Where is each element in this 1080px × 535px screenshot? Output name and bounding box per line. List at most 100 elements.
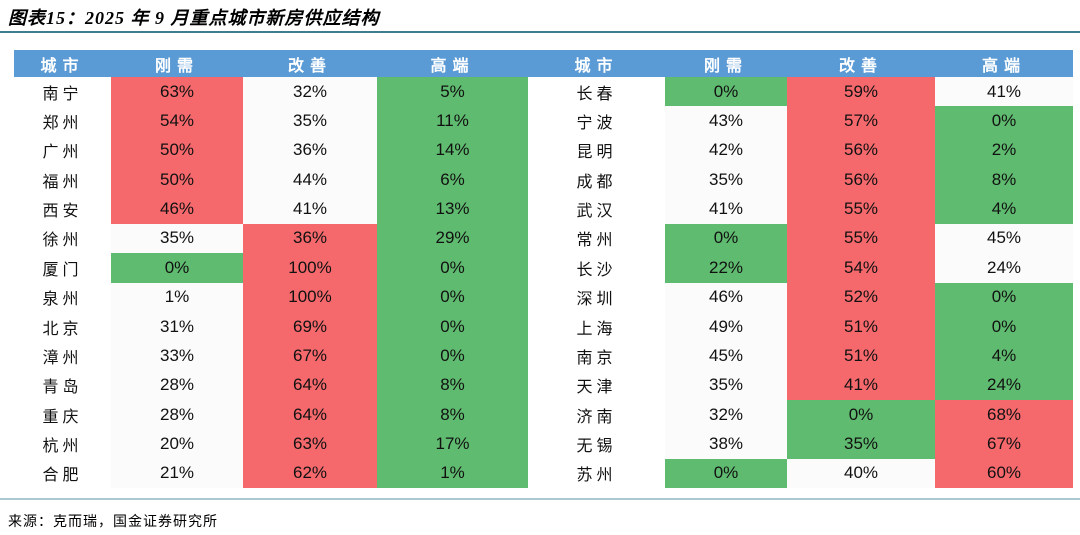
value-cell: 49% bbox=[665, 311, 787, 342]
header-cell-7: 高端 bbox=[935, 50, 1073, 77]
value-cell: 50% bbox=[111, 165, 243, 195]
city-cell: 苏州 bbox=[528, 458, 665, 489]
value-cell: 55% bbox=[787, 194, 935, 224]
value-cell: 68% bbox=[935, 399, 1073, 430]
value-cell: 11% bbox=[377, 106, 528, 136]
source-note: 来源：克而瑞，国金证券研究所 bbox=[8, 515, 218, 530]
value-cell: 45% bbox=[935, 223, 1073, 254]
value-cell: 100% bbox=[243, 253, 377, 283]
table-row-5: 徐州 35% 36% 29% 常州 0% 55% 45% bbox=[14, 223, 1073, 254]
value-cell: 35% bbox=[243, 106, 377, 136]
value-cell: 2% bbox=[935, 135, 1073, 166]
value-cell: 41% bbox=[243, 194, 377, 224]
table-row-10: 青岛 28% 64% 8% 天津 35% 41% 24% bbox=[14, 370, 1073, 400]
table-row-9: 漳州 33% 67% 0% 南京 45% 51% 4% bbox=[14, 341, 1073, 371]
value-cell: 36% bbox=[243, 223, 377, 254]
value-cell: 56% bbox=[787, 135, 935, 166]
city-cell: 长春 bbox=[528, 77, 665, 107]
value-cell: 32% bbox=[665, 399, 787, 430]
value-cell: 28% bbox=[111, 399, 243, 430]
value-cell: 56% bbox=[787, 165, 935, 195]
value-cell: 0% bbox=[665, 223, 787, 254]
value-cell: 67% bbox=[243, 341, 377, 371]
city-cell: 济南 bbox=[528, 399, 665, 430]
city-cell: 宁波 bbox=[528, 106, 665, 136]
value-cell: 8% bbox=[377, 399, 528, 430]
table-row-4: 西安 46% 41% 13% 武汉 41% 55% 4% bbox=[14, 194, 1073, 224]
value-cell: 36% bbox=[243, 135, 377, 166]
city-cell: 杭州 bbox=[14, 429, 111, 459]
value-cell: 51% bbox=[787, 341, 935, 371]
value-cell: 54% bbox=[111, 106, 243, 136]
city-cell: 北京 bbox=[14, 311, 111, 342]
value-cell: 20% bbox=[111, 429, 243, 459]
figure-title: 图表15：2025 年 9 月重点城市新房供应结构 bbox=[8, 8, 380, 28]
value-cell: 64% bbox=[243, 399, 377, 430]
city-cell: 武汉 bbox=[528, 194, 665, 224]
city-cell: 南京 bbox=[528, 341, 665, 371]
city-cell: 徐州 bbox=[14, 223, 111, 254]
value-cell: 44% bbox=[243, 165, 377, 195]
header-cell-3: 高端 bbox=[377, 50, 528, 77]
city-cell: 厦门 bbox=[14, 253, 111, 283]
value-cell: 28% bbox=[111, 370, 243, 400]
value-cell: 42% bbox=[665, 135, 787, 166]
value-cell: 63% bbox=[111, 77, 243, 107]
value-cell: 35% bbox=[665, 370, 787, 400]
value-cell: 8% bbox=[935, 165, 1073, 195]
value-cell: 41% bbox=[935, 77, 1073, 107]
value-cell: 1% bbox=[377, 458, 528, 489]
header-cell-0: 城市 bbox=[14, 50, 111, 77]
value-cell: 0% bbox=[665, 458, 787, 489]
value-cell: 51% bbox=[787, 311, 935, 342]
value-cell: 67% bbox=[935, 429, 1073, 459]
city-cell: 成都 bbox=[528, 165, 665, 195]
value-cell: 24% bbox=[935, 370, 1073, 400]
value-cell: 8% bbox=[377, 370, 528, 400]
value-cell: 62% bbox=[243, 458, 377, 489]
city-cell: 昆明 bbox=[528, 135, 665, 166]
table-row-1: 郑州 54% 35% 11% 宁波 43% 57% 0% bbox=[14, 106, 1073, 136]
value-cell: 0% bbox=[935, 311, 1073, 342]
value-cell: 31% bbox=[111, 311, 243, 342]
value-cell: 22% bbox=[665, 253, 787, 283]
value-cell: 14% bbox=[377, 135, 528, 166]
value-cell: 100% bbox=[243, 282, 377, 312]
table-row-2: 广州 50% 36% 14% 昆明 42% 56% 2% bbox=[14, 135, 1073, 166]
value-cell: 0% bbox=[111, 253, 243, 283]
footer-divider bbox=[0, 498, 1080, 500]
supply-structure-table: 城市 刚需 改善 高端 城市 刚需 改善 高端 南宁 63% 32% 5% 长春 0% 59% 41% 郑州 5… bbox=[14, 50, 1073, 489]
header-cell-2: 改善 bbox=[243, 50, 377, 77]
value-cell: 13% bbox=[377, 194, 528, 224]
table-row-3: 福州 50% 44% 6% 成都 35% 56% 8% bbox=[14, 165, 1073, 195]
city-cell: 合肥 bbox=[14, 458, 111, 489]
value-cell: 64% bbox=[243, 370, 377, 400]
city-cell: 泉州 bbox=[14, 282, 111, 312]
city-cell: 天津 bbox=[528, 370, 665, 400]
title-divider bbox=[0, 31, 1080, 33]
value-cell: 6% bbox=[377, 165, 528, 195]
table-row-0: 南宁 63% 32% 5% 长春 0% 59% 41% bbox=[14, 77, 1073, 107]
value-cell: 4% bbox=[935, 194, 1073, 224]
city-cell: 广州 bbox=[14, 135, 111, 166]
header-cell-6: 改善 bbox=[787, 50, 935, 77]
value-cell: 24% bbox=[935, 253, 1073, 283]
table-row-6: 厦门 0% 100% 0% 长沙 22% 54% 24% bbox=[14, 253, 1073, 283]
value-cell: 0% bbox=[935, 282, 1073, 312]
value-cell: 50% bbox=[111, 135, 243, 166]
table-row-8: 北京 31% 69% 0% 上海 49% 51% 0% bbox=[14, 311, 1073, 342]
value-cell: 35% bbox=[665, 165, 787, 195]
city-cell: 长沙 bbox=[528, 253, 665, 283]
table-row-13: 合肥 21% 62% 1% 苏州 0% 40% 60% bbox=[14, 458, 1073, 489]
value-cell: 69% bbox=[243, 311, 377, 342]
value-cell: 17% bbox=[377, 429, 528, 459]
city-cell: 重庆 bbox=[14, 399, 111, 430]
header-cell-5: 刚需 bbox=[665, 50, 787, 77]
value-cell: 21% bbox=[111, 458, 243, 489]
table-row-12: 杭州 20% 63% 17% 无锡 38% 35% 67% bbox=[14, 429, 1073, 459]
value-cell: 46% bbox=[665, 282, 787, 312]
city-cell: 无锡 bbox=[528, 429, 665, 459]
city-cell: 南宁 bbox=[14, 77, 111, 107]
city-cell: 西安 bbox=[14, 194, 111, 224]
value-cell: 4% bbox=[935, 341, 1073, 371]
